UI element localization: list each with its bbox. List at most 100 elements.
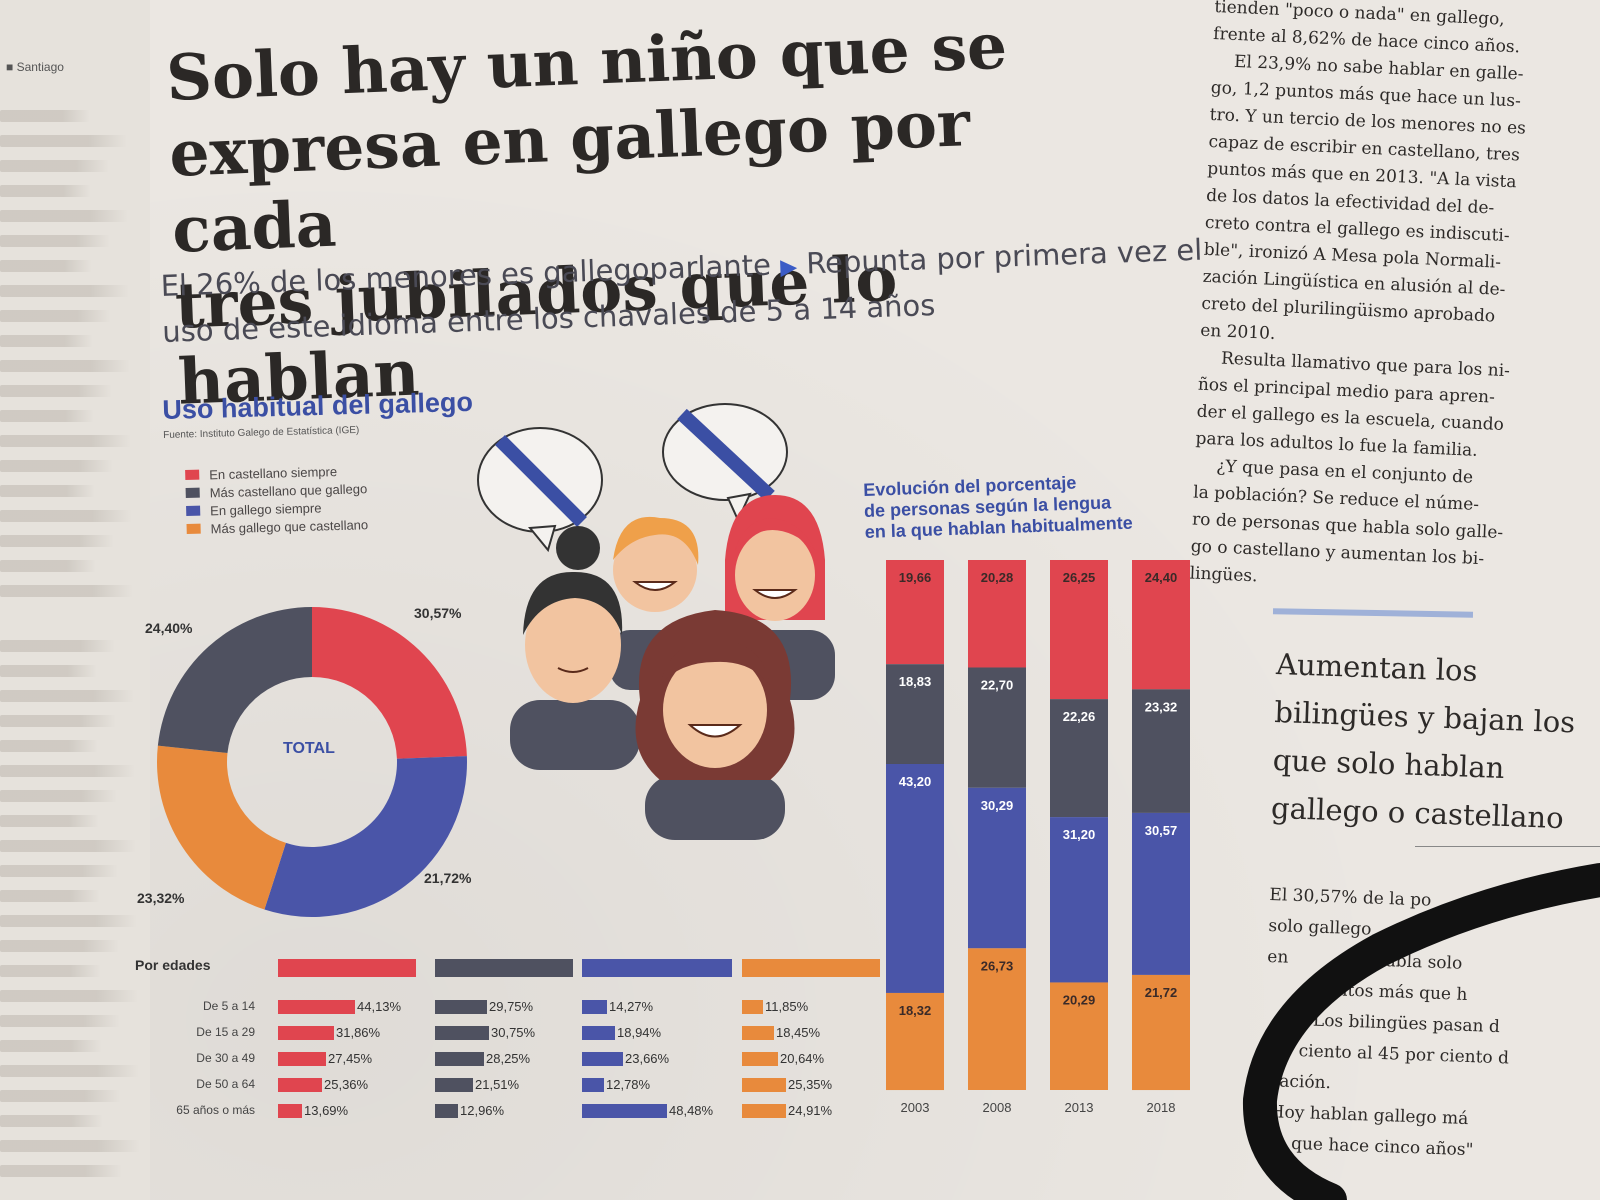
age-value-label: 29,75% xyxy=(489,999,534,1014)
donut-slice xyxy=(264,756,467,917)
age-value-label: 44,13% xyxy=(357,999,402,1014)
section-strap: ■ Santiago xyxy=(6,60,64,74)
stacked-bar-label: 26,73 xyxy=(981,958,1014,973)
clipped-text-line xyxy=(0,890,100,902)
stacked-bar-segment xyxy=(1132,974,1190,1091)
stacked-bar-label: 22,26 xyxy=(1063,709,1096,724)
stacked-bar-segment xyxy=(1050,560,1108,700)
age-value-label: 25,36% xyxy=(324,1077,369,1092)
stacked-bar-segment xyxy=(1050,699,1108,818)
clipped-text-line xyxy=(0,485,95,497)
age-bar xyxy=(278,1052,326,1066)
age-column-header-bar xyxy=(435,959,573,977)
stacked-bar-segment xyxy=(968,787,1026,949)
clipped-text-line xyxy=(0,585,133,597)
clipped-text-line xyxy=(0,940,119,952)
legend-swatch xyxy=(185,487,200,498)
clipped-text-line xyxy=(0,990,138,1002)
age-bar xyxy=(582,1000,607,1014)
section-rule xyxy=(1272,608,1474,618)
age-value-label: 21,51% xyxy=(475,1077,520,1092)
stacked-bar-label: 22,70 xyxy=(981,677,1014,692)
clipped-text-line xyxy=(0,460,113,472)
age-value-label: 12,96% xyxy=(460,1103,505,1118)
age-value-label: 31,86% xyxy=(336,1025,381,1040)
headline: Solo hay un niño que se expresa en galle… xyxy=(165,3,1139,420)
clipped-text-line xyxy=(0,110,90,122)
age-group-label: De 50 a 64 xyxy=(196,1077,255,1091)
age-bar xyxy=(435,1000,487,1014)
clipped-text-line xyxy=(0,535,114,547)
clipped-text-line xyxy=(0,410,94,422)
age-breakdown: Por edades De 5 a 14 44,13% 29,75% 14,27% 11… xyxy=(130,945,890,1165)
age-value-label: 11,85% xyxy=(765,999,809,1014)
clipped-text-line xyxy=(0,640,115,652)
age-value-label: 25,35% xyxy=(788,1077,833,1092)
year-tick-label: 2013 xyxy=(1065,1100,1094,1115)
clipped-text-line xyxy=(0,135,127,147)
stacked-bar-label: 24,40 xyxy=(1145,570,1178,585)
clipped-text-line xyxy=(0,160,109,172)
age-bar xyxy=(278,1078,322,1092)
side-heading: Aumentan los bilingües y bajan los que s… xyxy=(1270,646,1576,836)
stacked-bar-label: 43,20 xyxy=(899,774,932,789)
stacked-bar-label: 26,25 xyxy=(1063,570,1096,585)
stacked-bar-segment xyxy=(1050,982,1108,1090)
clipped-text-line xyxy=(0,1090,121,1102)
legend-label: Más gallego que castellano xyxy=(210,516,369,536)
stacked-bar-segment xyxy=(968,560,1026,668)
age-group-label: 65 años o más xyxy=(176,1103,255,1117)
stacked-bar-label: 21,72 xyxy=(1145,985,1178,1000)
age-bar xyxy=(582,1026,615,1040)
clipped-text-line xyxy=(0,335,93,347)
age-group-label: De 15 a 29 xyxy=(196,1025,255,1039)
stacked-bar-segment xyxy=(1132,689,1190,813)
stacked-bar-segment xyxy=(886,763,944,993)
donut-label-orange: 21,72% xyxy=(424,870,472,886)
clipped-text-line xyxy=(0,510,132,522)
age-value-label: 14,27% xyxy=(609,999,654,1014)
clipped-text-line xyxy=(0,740,98,752)
age-bar xyxy=(742,1026,774,1040)
age-value-label: 30,75% xyxy=(491,1025,536,1040)
clipped-text-line xyxy=(0,815,99,827)
infographic-source: Fuente: Instituto Galego de Estatística … xyxy=(163,424,360,441)
speech-bubble-icon xyxy=(662,403,788,523)
clipped-text-line xyxy=(0,690,134,702)
clipped-text-line xyxy=(0,715,116,727)
triangle-arrow-icon: ▶ xyxy=(779,254,798,281)
age-bar xyxy=(435,1104,458,1118)
clipped-text-line xyxy=(0,1015,120,1027)
clipped-text-line xyxy=(0,310,111,322)
clipped-text-line xyxy=(0,285,129,297)
clipped-text-line xyxy=(0,915,137,927)
age-column-header-bar xyxy=(582,959,732,977)
stacked-bar-segment xyxy=(1050,817,1108,983)
legend-label: En gallego siempre xyxy=(209,499,322,518)
legend-label: En castellano siempre xyxy=(209,463,338,482)
age-bar xyxy=(582,1078,604,1092)
clipped-text-line xyxy=(0,790,117,802)
age-value-label: 18,94% xyxy=(617,1025,662,1040)
age-bar xyxy=(435,1078,473,1092)
speech-bubble-icon xyxy=(477,427,603,553)
donut-label-blue: 30,57% xyxy=(414,605,462,621)
stacked-bar-chart: 19,66 18,83 43,20 18,32 2003 20,28 22,70 30,29 2… xyxy=(886,560,1190,1115)
clipped-text-line xyxy=(0,1165,122,1177)
stacked-bar-label: 31,20 xyxy=(1063,827,1096,842)
legend-item: Más gallego que castellano xyxy=(186,515,368,538)
age-bar xyxy=(278,1104,302,1118)
stacked-bar-segment xyxy=(886,560,944,665)
donut-label-red: 24,40% xyxy=(145,620,193,636)
legend-swatch xyxy=(186,505,201,516)
left-column-fragment: ■ Santiago xyxy=(0,0,150,1200)
age-bar xyxy=(742,1000,763,1014)
section-divider xyxy=(1415,846,1600,847)
stacked-bar-segment xyxy=(968,948,1026,1090)
year-tick-label: 2008 xyxy=(983,1100,1012,1115)
age-bar xyxy=(582,1052,623,1066)
stacked-bar-segment xyxy=(886,992,944,1091)
stacked-bar-label: 20,29 xyxy=(1063,992,1096,1007)
age-value-label: 48,48% xyxy=(669,1103,714,1118)
age-value-label: 23,66% xyxy=(625,1051,670,1066)
